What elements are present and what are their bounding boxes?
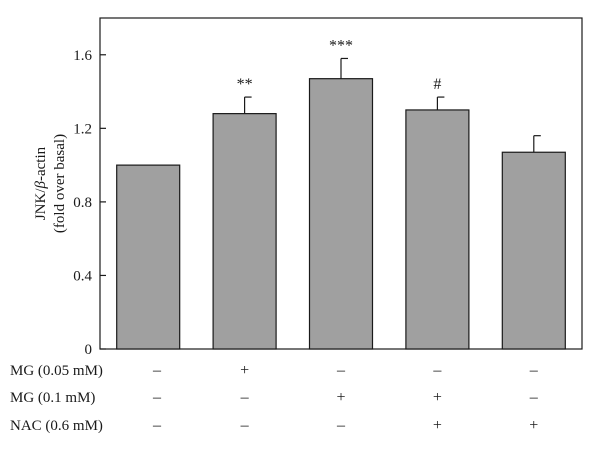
condition-label: MG (0.05 mM) — [10, 363, 103, 379]
condition-label: NAC (0.6 mM) — [10, 418, 103, 434]
significance-label: # — [433, 76, 441, 93]
significance-label: *** — [329, 37, 353, 54]
bar — [308, 78, 374, 350]
condition-sign: – — [529, 362, 539, 379]
condition-sign: – — [152, 389, 162, 406]
condition-sign: + — [529, 417, 538, 434]
bar — [212, 113, 277, 350]
condition-sign: + — [240, 362, 249, 379]
bars: *****# — [116, 37, 566, 350]
condition-sign: – — [336, 362, 346, 379]
condition-sign: – — [152, 362, 162, 379]
condition-sign: – — [432, 362, 442, 379]
condition-sign: – — [240, 389, 250, 406]
bar — [405, 109, 470, 350]
y-tick-label: 1.6 — [73, 48, 92, 64]
y-tick-label: 1.2 — [73, 121, 92, 137]
y-axis-sublabel: (fold over basal) — [52, 134, 68, 233]
condition-sign: – — [240, 417, 250, 434]
condition-sign: – — [152, 417, 162, 434]
condition-sign: – — [529, 389, 539, 406]
y-axis-title: JNK/β-actin (fold over basal) — [33, 134, 68, 233]
bar — [116, 164, 181, 350]
condition-sign: + — [433, 417, 442, 434]
condition-sign: – — [336, 417, 346, 434]
condition-sign: + — [336, 389, 345, 406]
bar — [501, 151, 566, 350]
y-axis-label: JNK/β-actin — [33, 146, 49, 220]
condition-sign: + — [433, 389, 442, 406]
y-tick-label: 0 — [85, 342, 93, 358]
significance-label: ** — [237, 76, 253, 93]
condition-table: MG (0.05 mM) – + – – – MG (0.1 mM) – – + + – NAC (0.… — [10, 362, 539, 434]
y-axis-ticks: 0 0.4 0.8 1.2 1.6 — [73, 48, 106, 358]
condition-label: MG (0.1 mM) — [10, 390, 95, 406]
y-tick-label: 0.4 — [73, 268, 92, 284]
y-tick-label: 0.8 — [73, 195, 92, 211]
